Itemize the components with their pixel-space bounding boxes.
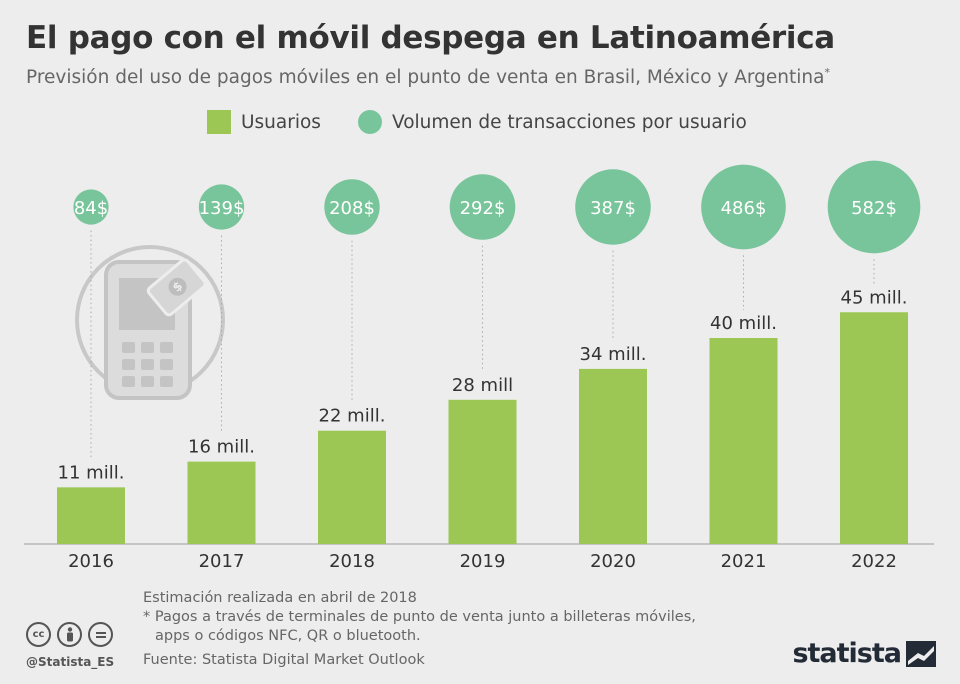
bubble-value-label: 292$ — [460, 198, 506, 219]
bar-value-label: 11 mill. — [58, 462, 125, 483]
bubble — [324, 179, 380, 235]
bubble-value-label: 139$ — [199, 198, 245, 219]
by-icon — [57, 622, 82, 647]
bar-value-label: 34 mill. — [580, 344, 647, 365]
license-icons: cc — [26, 622, 113, 647]
bar-value-label: 45 mill. — [841, 287, 908, 308]
subtitle-text: Previsión del uso de pagos móviles en el… — [26, 67, 825, 89]
bubble — [73, 189, 109, 225]
bar-value-label: 28 mill — [452, 375, 513, 396]
bar-value-label: 22 mill. — [319, 406, 386, 427]
legend-item-volume: Volumen de transacciones por usuario — [358, 110, 747, 134]
legend-swatch-volume — [358, 110, 382, 134]
statista-wordmark: statista — [792, 638, 902, 669]
bubble — [827, 160, 921, 254]
bar-value-label: 40 mill. — [710, 313, 777, 334]
legend: Usuarios Volumen de transacciones por us… — [0, 110, 960, 136]
bubble — [701, 164, 786, 250]
bubble-value-label: 486$ — [721, 198, 767, 219]
bubble-value-label: 387$ — [590, 198, 636, 219]
bubble — [575, 169, 651, 245]
bar — [579, 368, 647, 544]
x-tick-label: 2016 — [68, 551, 114, 572]
statista-logo: statista — [792, 638, 936, 669]
bubble — [198, 184, 245, 230]
chart-subtitle: Previsión del uso de pagos móviles en el… — [26, 66, 830, 88]
bubble-value-label: 208$ — [329, 198, 375, 219]
statista-flag-icon — [906, 640, 936, 667]
bar-value-label: 16 mill. — [188, 437, 255, 458]
bar — [840, 312, 908, 544]
cc-icon: cc — [26, 622, 51, 647]
social-handle: @Statista_ES — [26, 655, 115, 669]
footnote-estimate: Estimación realizada en abril de 2018 — [143, 590, 417, 606]
footnote-definition-line2: apps o códigos NFC, QR o bluetooth. — [155, 628, 421, 644]
footnote-definition-line1: * Pagos a través de terminales de punto … — [143, 609, 696, 625]
bar — [709, 338, 778, 544]
bar — [448, 399, 517, 544]
x-tick-label: 2022 — [851, 551, 897, 572]
legend-label-volume: Volumen de transacciones por usuario — [392, 111, 747, 133]
x-tick-label: 2019 — [460, 551, 506, 572]
nd-icon — [88, 622, 113, 647]
x-tick-label: 2020 — [590, 551, 636, 572]
legend-label-users: Usuarios — [241, 111, 321, 133]
bubble-value-label: 582$ — [851, 198, 897, 219]
bar — [318, 430, 386, 544]
chart-title: El pago con el móvil despega en Latinoam… — [26, 20, 835, 56]
subtitle-footnote-mark: * — [824, 66, 830, 79]
legend-swatch-users — [207, 110, 231, 134]
mobile-payment-icon: $ — [75, 245, 225, 400]
x-tick-label: 2017 — [199, 551, 245, 572]
bar — [187, 461, 256, 544]
legend-item-users: Usuarios — [207, 110, 321, 134]
x-tick-label: 2018 — [329, 551, 375, 572]
source-note: Fuente: Statista Digital Market Outlook — [143, 652, 425, 668]
x-tick-label: 2021 — [721, 551, 767, 572]
bubble-value-label: 84$ — [74, 198, 108, 219]
bar — [57, 487, 125, 544]
bubble — [449, 174, 516, 240]
